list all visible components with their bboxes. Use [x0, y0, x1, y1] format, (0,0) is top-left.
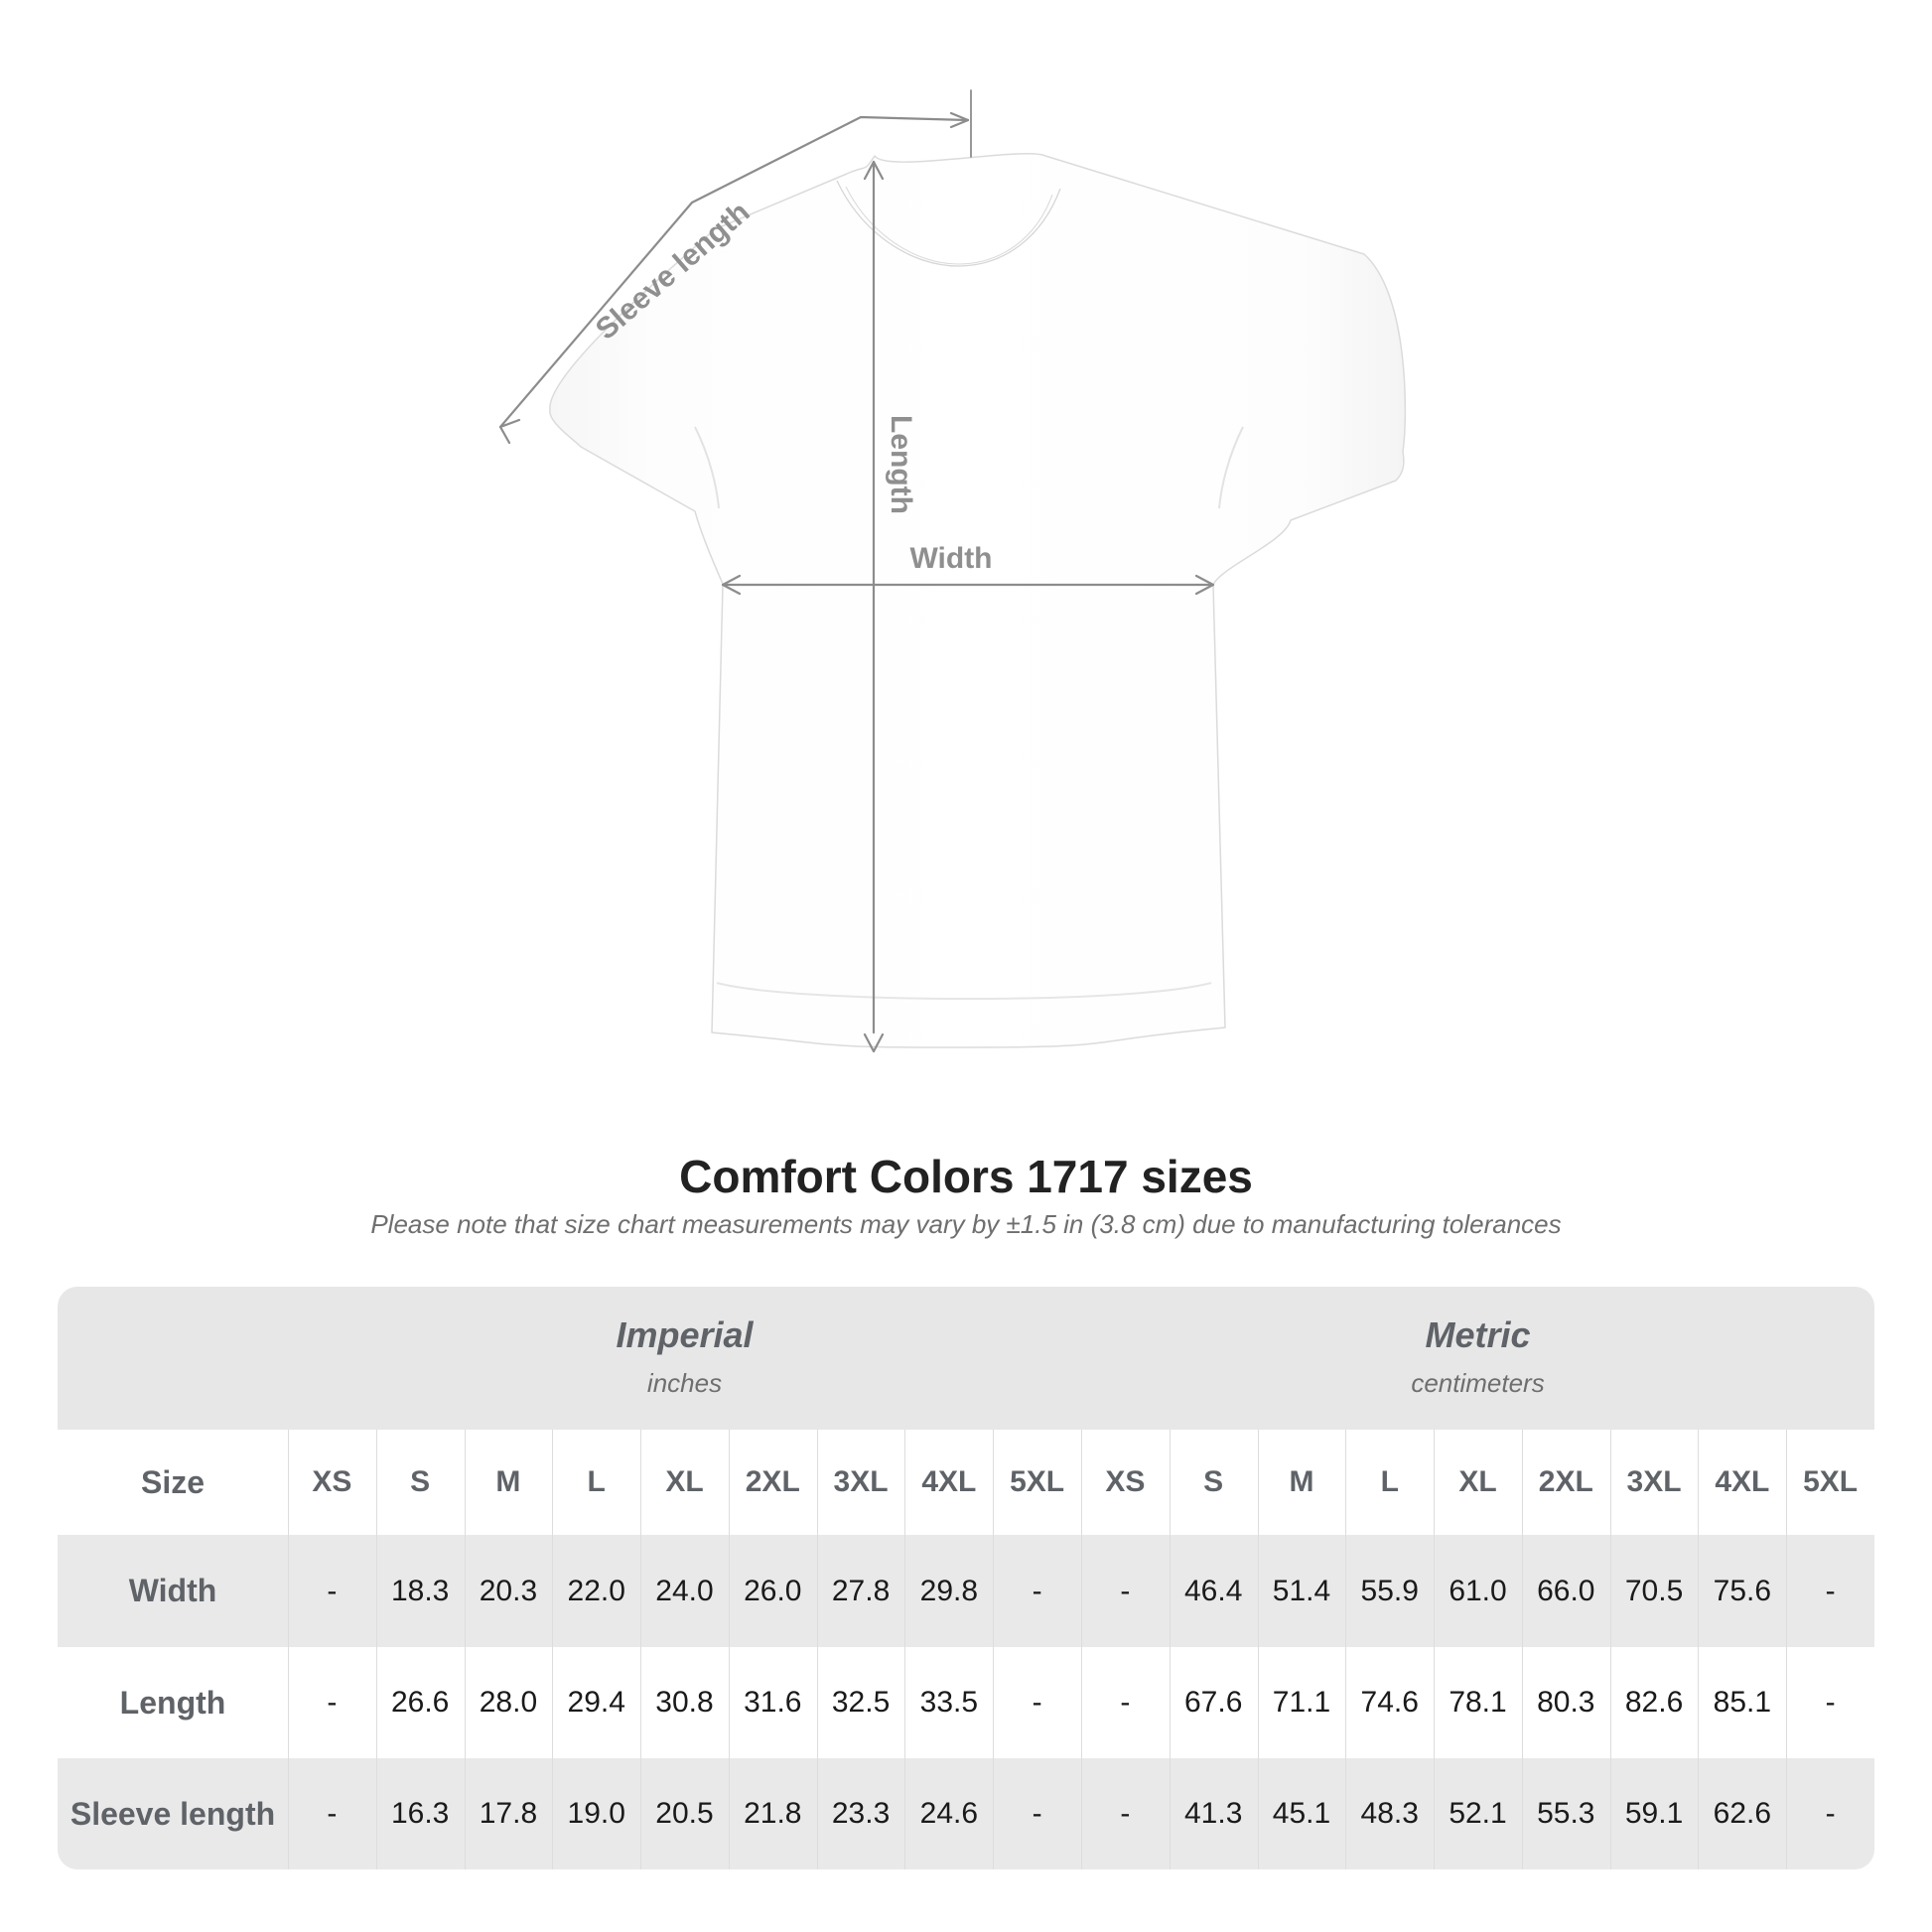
- svg-text:Length: Length: [885, 415, 917, 514]
- svg-text:Width: Width: [909, 542, 992, 575]
